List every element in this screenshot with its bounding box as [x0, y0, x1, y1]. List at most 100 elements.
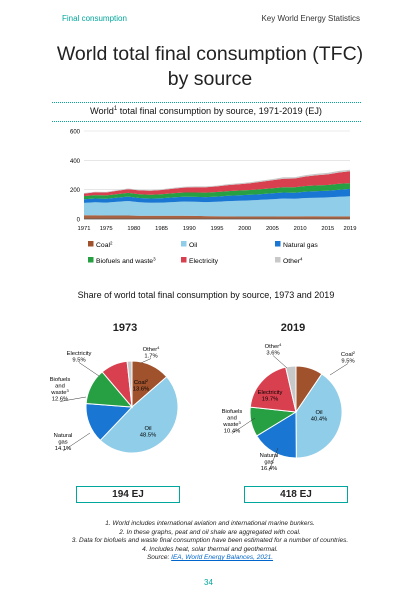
- legend-swatch-3: [88, 257, 94, 263]
- pie-1973-label-text-4-0: Electricity: [67, 351, 92, 357]
- legend-label-2: Natural gas: [283, 242, 318, 249]
- x-tick-label-3: 1985: [155, 226, 168, 232]
- pie-2019-leader-5: [272, 355, 288, 369]
- legend-label-text-1: Oil: [189, 242, 198, 249]
- pie-2019-label-3-2: waste3: [222, 420, 241, 428]
- y-tick-label-3: 600: [70, 130, 81, 136]
- pie-2019-label-3-0: Biofuels: [222, 409, 243, 415]
- footnote-2: 2. In these graphs, peat and oil shale a…: [119, 528, 301, 536]
- pie-2019-label-text-2-1: gas: [264, 460, 273, 466]
- pie-1973-slice-1: [99, 376, 179, 454]
- pie-1973-slice-5: [126, 360, 133, 408]
- x-tick-label-4: 1990: [183, 226, 196, 232]
- source-label: Source:: [146, 554, 172, 561]
- pie-charts: Coal213.6%Oil48.5%Naturalgas14.1%Biofuel…: [50, 342, 356, 472]
- pie-2019-label-2-0: Natural: [260, 453, 279, 459]
- pie-1973-label-0-0: Coal2: [134, 378, 149, 386]
- legend-label-1: Oil: [189, 242, 198, 249]
- source-line: Source: IEA, World Energy Balances, 2021…: [40, 554, 380, 563]
- pie-2019-label-text-2-0: Natural: [260, 453, 279, 459]
- legend-label-text-5: Other: [283, 258, 301, 265]
- legend-label-3: Biofuels and waste3: [96, 257, 156, 266]
- legend-swatch-5: [275, 257, 281, 263]
- legend-swatch-0: [88, 241, 94, 247]
- pie-1973-label-text-3-1: and: [55, 384, 65, 390]
- pie-2019-label-sup-5: 4: [279, 342, 282, 347]
- x-tick-label-0: 1971: [78, 226, 91, 232]
- legend-label-4: Electricity: [189, 258, 219, 265]
- pie-1973-label-3-2: waste3: [50, 388, 69, 396]
- legend-label-sup-0: 2: [110, 241, 113, 246]
- pie-2019-slice-2: [256, 411, 297, 459]
- pie-1973-label-text-0-0: Coal: [134, 380, 146, 386]
- header-publication-title: Key World Energy Statistics: [261, 14, 360, 23]
- legend-label-0: Coal2: [96, 241, 113, 250]
- pie-1973-title: 1973: [112, 322, 138, 334]
- pie-1973-label-2-1: gas: [58, 440, 67, 446]
- legend-label-text-0: Coal: [96, 242, 110, 249]
- pie-2019-slice-5: [285, 365, 297, 413]
- footnotes: 1. World includes international aviation…: [40, 520, 380, 563]
- pie-1973-label-text-2-0: Natural: [54, 433, 73, 439]
- pie-2019-leader-0: [329, 363, 349, 376]
- total-1973: 194 EJ: [76, 486, 180, 503]
- pie-2019-value-3: 10.4%: [224, 429, 240, 435]
- x-tick-label-9: 2015: [321, 226, 334, 232]
- x-tick-label-8: 2010: [294, 226, 307, 232]
- area-series-biofuels-and-waste: [84, 183, 350, 200]
- y-tick-label-2: 400: [70, 159, 81, 165]
- pie-2019-leader-3: [231, 417, 256, 434]
- pie-2019-value-1: 40.4%: [311, 417, 327, 423]
- pie-2019-leader-2: [268, 447, 279, 472]
- pie-1973-label-3-1: and: [55, 384, 65, 390]
- area-series-other: [84, 169, 350, 194]
- source-link[interactable]: IEA, World Energy Balances, 2021.: [171, 554, 274, 561]
- pie-1973-label-4-0: Electricity: [67, 351, 92, 357]
- area-chart-subtitle-sup: 1: [113, 106, 118, 112]
- footnote-4: 4. Includes heat, solar thermal and geot…: [142, 545, 278, 553]
- legend-swatch-4: [181, 257, 187, 263]
- pie-1973-label-text-3-2: waste: [50, 390, 66, 396]
- x-tick-label-1: 1975: [100, 226, 113, 232]
- pie-2019-label-text-4-0: Electricity: [258, 390, 283, 396]
- pie-2019-label-4-0: Electricity: [258, 390, 283, 396]
- pie-2019-label-3-1: and: [227, 416, 237, 422]
- x-tick-label-10: 2019: [344, 226, 357, 232]
- pie-2019-label-5-0: Other4: [265, 342, 283, 350]
- pie-1973-value-1: 48.5%: [140, 433, 156, 439]
- pie-1973-leader-2: [62, 432, 91, 452]
- area-chart-subtitle-pre: World: [90, 106, 114, 117]
- pie-section-subtitle: Share of world total final consumption b…: [77, 290, 335, 300]
- pie-1973-label-text-3-0: Biofuels: [50, 377, 71, 383]
- pie-2019-label-text-3-1: and: [227, 416, 237, 422]
- pie-1973-value-2: 14.1%: [55, 446, 71, 452]
- pie-1973-label-sup-0: 2: [146, 378, 149, 383]
- x-tick-label-5: 1995: [211, 226, 224, 232]
- pie-2019-slice-4: [249, 366, 297, 413]
- pie-2019-label-text-3-0: Biofuels: [222, 409, 243, 415]
- pie-1973-label-3-0: Biofuels: [50, 377, 71, 383]
- footnote-3: 3. Data for biofuels and waste final con…: [71, 537, 349, 544]
- divider-top: [52, 102, 361, 103]
- pie-2019-label-text-5-0: Other: [265, 344, 280, 350]
- pie-2019-title: 2019: [280, 322, 306, 334]
- pie-2019-value-4: 19.7%: [262, 397, 278, 403]
- pie-2019-label-text-1-0: Oil: [315, 410, 322, 416]
- pie-2019-label-1-0: Oil: [315, 410, 322, 416]
- area-chart-subtitle-post: total final consumption by source, 1971-…: [117, 106, 322, 117]
- legend-label-sup-3: 3: [153, 257, 156, 262]
- page-title-line2: by source: [167, 68, 253, 90]
- pie-2019-label-text-3-2: waste: [222, 422, 238, 428]
- pie-2019-value-5: 3.6%: [266, 351, 279, 357]
- header-section-label: Final consumption: [62, 14, 127, 23]
- legend-swatch-1: [181, 241, 187, 247]
- legend-swatch-2: [275, 241, 281, 247]
- legend-label-sup-5: 4: [300, 257, 303, 262]
- pie-2019-label-sup-0: 2: [353, 350, 356, 355]
- x-tick-label-7: 2005: [266, 226, 279, 232]
- pie-2019-label-0-0: Coal2: [341, 350, 356, 358]
- y-tick-label-1: 200: [70, 188, 81, 194]
- pie-2019-label-sup-3: 3: [238, 420, 241, 425]
- pie-1973-leader-3: [59, 396, 87, 402]
- pie-2019-label-2-1: gas: [264, 460, 273, 466]
